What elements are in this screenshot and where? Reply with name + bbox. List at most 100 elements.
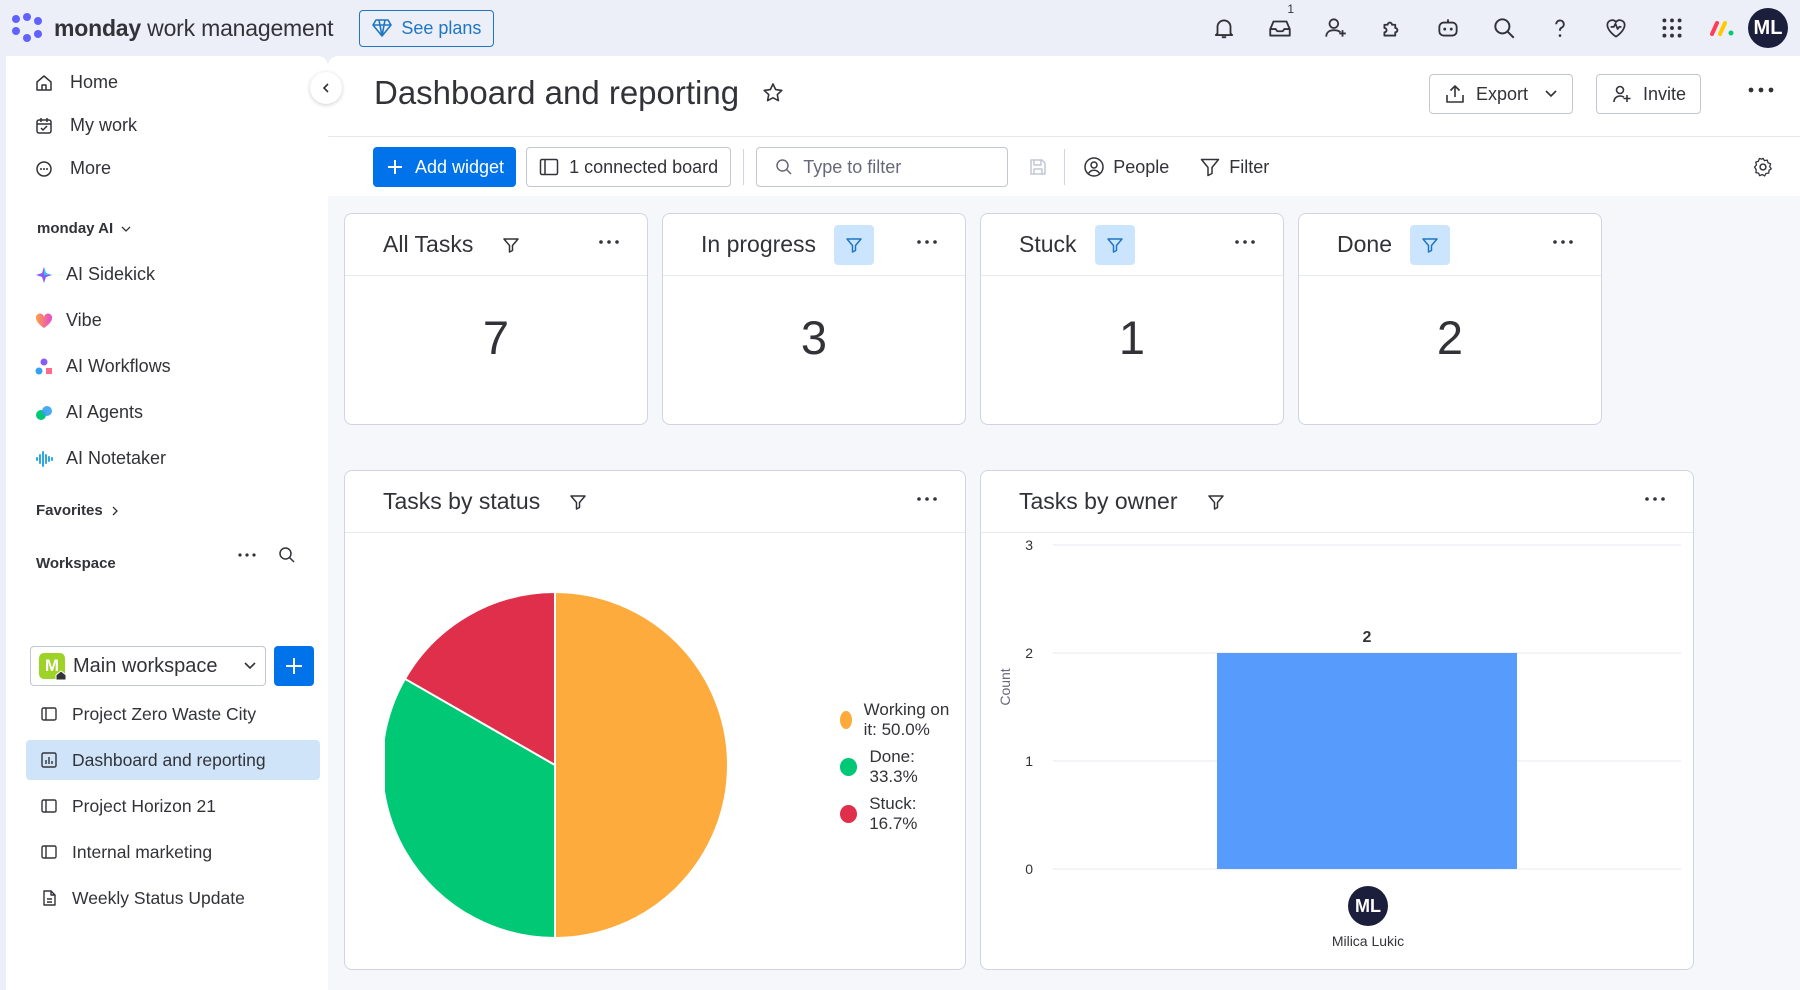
filter-icon xyxy=(1106,237,1123,253)
chevron-left-icon xyxy=(322,83,329,93)
ellipsis-icon[interactable] xyxy=(1553,240,1573,244)
legend-item-stuck: Stuck: 16.7% xyxy=(840,794,965,834)
connected-boards-button[interactable]: 1 connected board xyxy=(526,147,732,187)
notifications-button[interactable] xyxy=(1196,0,1252,56)
counter-widget-done[interactable]: Done 2 xyxy=(1298,213,1602,425)
header-divider xyxy=(328,136,1800,137)
ellipsis-icon[interactable] xyxy=(599,240,619,244)
counter-widget-stuck[interactable]: Stuck 1 xyxy=(980,213,1284,425)
vibe-item[interactable]: Vibe xyxy=(34,310,102,331)
see-plans-button[interactable]: See plans xyxy=(359,9,495,47)
board-item-dashboard[interactable]: Dashboard and reporting xyxy=(26,740,320,780)
board-icon xyxy=(41,799,57,813)
top-bar: monday work management See plans 1 xyxy=(0,0,1800,56)
filter-button[interactable]: Filter xyxy=(1199,156,1269,178)
page-title-text[interactable]: Dashboard and reporting xyxy=(374,74,740,111)
owner-name: Milica Lukic xyxy=(1331,933,1405,949)
ai-workflows-item[interactable]: AI Workflows xyxy=(34,356,171,377)
feedback-button[interactable] xyxy=(1588,0,1644,56)
filter-icon xyxy=(1207,494,1224,510)
invite-button[interactable]: Invite xyxy=(1596,74,1702,114)
ai-assistant-button[interactable] xyxy=(1420,0,1476,56)
add-widget-button[interactable]: Add widget xyxy=(373,147,517,187)
widget-title: Tasks by owner xyxy=(1019,488,1178,514)
product-switcher[interactable] xyxy=(1700,0,1744,56)
chevron-down-icon xyxy=(1545,90,1557,98)
collapse-sidebar-button[interactable] xyxy=(310,72,342,104)
tasks-by-owner-widget[interactable]: Tasks by owner 0 1 2 3 Count 2 ML Milica Luki… xyxy=(980,470,1694,970)
workspace-selector[interactable]: M Main workspace xyxy=(30,646,266,686)
ellipsis-icon[interactable] xyxy=(1645,497,1665,501)
counter-widget-in-progress[interactable]: In progress 3 xyxy=(662,213,966,425)
ellipsis-icon[interactable] xyxy=(1235,240,1255,244)
people-label: People xyxy=(1113,156,1170,177)
invite-members-button[interactable] xyxy=(1308,0,1364,56)
ai-sidekick-item[interactable]: AI Sidekick xyxy=(34,264,155,285)
ellipsis-icon[interactable] xyxy=(238,553,256,557)
more-options-button[interactable] xyxy=(1748,80,1774,98)
tasks-by-status-widget[interactable]: Tasks by status Working on it: 50.0% Don… xyxy=(344,470,966,970)
pie-slice-stuck[interactable] xyxy=(403,590,556,767)
ai-notetaker-label: AI Notetaker xyxy=(66,448,167,468)
star-icon[interactable] xyxy=(761,81,785,105)
filter-input[interactable]: Type to filter xyxy=(756,147,1009,187)
settings-button[interactable] xyxy=(1752,156,1774,183)
add-widget-label: Add widget xyxy=(415,156,505,177)
legend-item-done: Done: 33.3% xyxy=(840,747,965,787)
nav-more[interactable]: More xyxy=(34,158,111,179)
board-item-internal-marketing[interactable]: Internal marketing xyxy=(26,832,320,872)
apps-button[interactable] xyxy=(1644,0,1700,56)
ai-notetaker-item[interactable]: AI Notetaker xyxy=(34,448,166,469)
user-avatar[interactable]: ML xyxy=(1748,8,1788,48)
vibe-label: Vibe xyxy=(66,310,102,330)
nav-my-work[interactable]: My work xyxy=(34,115,137,136)
sparkle-icon xyxy=(34,265,54,285)
heart-pulse-icon xyxy=(1606,19,1626,38)
plus-icon xyxy=(388,160,402,174)
save-icon[interactable] xyxy=(1028,157,1048,177)
ai-agents-item[interactable]: AI Agents xyxy=(34,402,143,423)
robot-icon xyxy=(1438,19,1458,37)
widget-title: Tasks by status xyxy=(383,488,541,514)
favorites-section[interactable]: Favorites xyxy=(36,502,119,519)
ellipsis-icon[interactable] xyxy=(917,497,937,501)
board-item-horizon[interactable]: Project Horizon 21 xyxy=(26,786,320,826)
help-button[interactable] xyxy=(1532,0,1588,56)
owner-avatar[interactable]: ML xyxy=(1348,886,1388,926)
widget-header: In progress xyxy=(663,214,965,276)
person-circle-icon xyxy=(1084,157,1104,177)
widget-filter-button[interactable] xyxy=(834,224,875,265)
toolbar-divider xyxy=(743,149,745,185)
diamond-icon xyxy=(372,19,393,37)
ellipsis-icon[interactable] xyxy=(917,240,937,244)
integrations-button[interactable] xyxy=(1364,0,1420,56)
inbox-button[interactable]: 1 xyxy=(1252,0,1308,56)
nav-home[interactable]: Home xyxy=(34,72,118,93)
chevron-down-icon xyxy=(244,662,256,670)
board-item-weekly-status[interactable]: Weekly Status Update xyxy=(26,878,320,918)
owner-bar-chart: 0 1 2 3 Count 2 xyxy=(997,537,1681,877)
search-icon xyxy=(1494,18,1515,39)
search-button[interactable] xyxy=(1476,0,1532,56)
counter-widget-all-tasks[interactable]: All Tasks 7 xyxy=(344,213,648,425)
widget-title: Done xyxy=(1337,231,1392,257)
bar-milica-lukic[interactable] xyxy=(1217,653,1517,869)
pie-slice-working-on-it[interactable] xyxy=(554,590,729,940)
widget-filter-button[interactable] xyxy=(491,225,531,265)
widget-filter-button[interactable] xyxy=(1094,224,1135,265)
monday-ai-section[interactable]: monday AI xyxy=(37,220,131,237)
board-item-zero-waste[interactable]: Project Zero Waste City xyxy=(26,694,320,734)
top-icons: 1 xyxy=(1196,0,1788,56)
widget-filter-button[interactable] xyxy=(1196,482,1236,522)
bell-icon xyxy=(1214,19,1234,39)
search-icon[interactable] xyxy=(278,546,296,564)
monday-mark-icon xyxy=(1710,21,1734,36)
people-filter-button[interactable]: People xyxy=(1083,156,1169,178)
app-logo[interactable]: monday work management xyxy=(10,13,334,43)
widget-filter-button[interactable] xyxy=(558,482,598,522)
export-button[interactable]: Export xyxy=(1429,74,1574,114)
widget-filter-button[interactable] xyxy=(1409,224,1450,265)
add-item-button[interactable] xyxy=(274,646,314,686)
pie-slice-done[interactable] xyxy=(385,677,556,940)
sidebar: Home My work More monday AI AI Sidekick … xyxy=(6,56,328,990)
